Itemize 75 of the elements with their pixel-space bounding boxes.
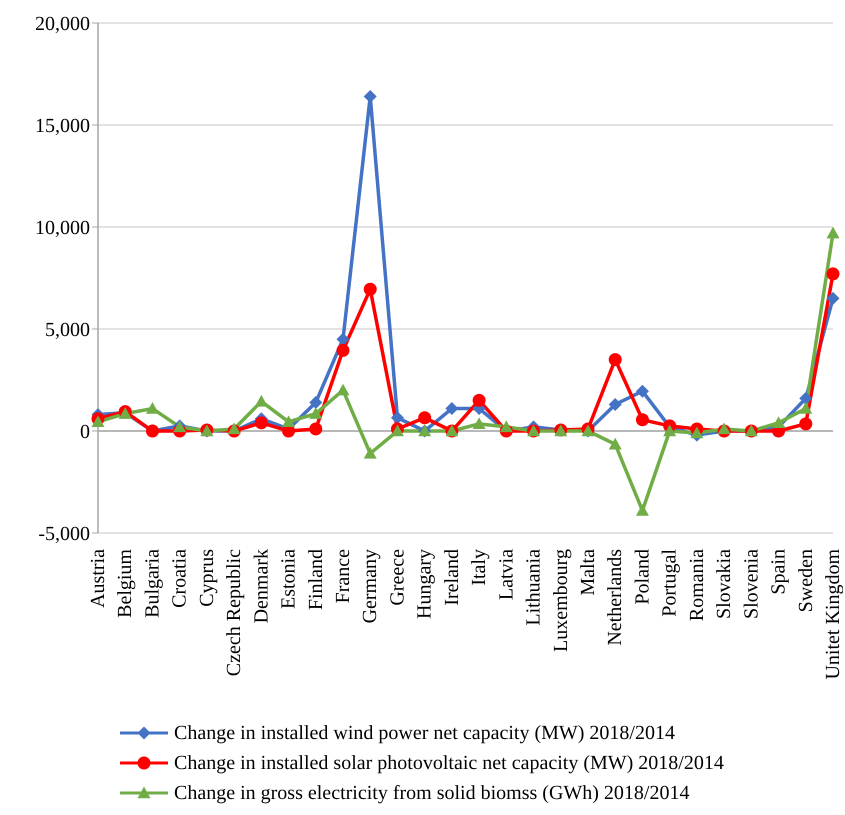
point — [663, 424, 676, 436]
x-tick-label: Sweden — [794, 549, 817, 612]
x-tick-label: Romania — [686, 548, 708, 622]
x-tick-label: Greece — [386, 548, 408, 606]
point — [826, 292, 840, 305]
x-tick-label: Finland — [304, 549, 327, 610]
point — [826, 267, 840, 280]
x-tick-label: Germany — [359, 549, 382, 624]
x-tick-label: Slovakia — [713, 548, 736, 619]
point — [336, 384, 350, 396]
x-tick-label: Cyprus — [196, 548, 218, 607]
x-tick-label: Portugal — [658, 548, 681, 617]
x-tick-label: Latvia — [495, 548, 518, 600]
x-tick-label: Poland — [631, 549, 654, 605]
point — [799, 392, 812, 405]
point — [390, 411, 404, 424]
point — [445, 402, 458, 416]
x-tick-label: Malta — [577, 548, 599, 596]
point — [364, 90, 377, 103]
point — [364, 282, 377, 296]
point — [718, 422, 731, 434]
y-tick-label: 15,000 — [35, 115, 90, 138]
point — [772, 416, 786, 428]
point — [826, 226, 840, 238]
point — [254, 416, 268, 430]
x-tick-label: Luxembourg — [550, 549, 572, 652]
point — [608, 353, 622, 366]
point — [336, 332, 350, 346]
x-tick-label: Ireland — [440, 549, 463, 606]
point — [418, 411, 432, 424]
point — [799, 417, 812, 430]
point — [254, 394, 268, 407]
point — [309, 407, 322, 419]
y-tick-label: -5,000 — [38, 523, 90, 546]
point — [500, 420, 513, 432]
x-tick-label: Netherlands — [604, 548, 626, 646]
point — [309, 422, 322, 436]
x-tick-label: Denmark — [250, 549, 272, 624]
legend-label: Change in gross electricity from solid biomss (GWh) 2018/2014 — [174, 782, 690, 804]
x-tick-label: Croatia — [168, 548, 191, 608]
x-tick-label: Hungary — [414, 549, 436, 619]
point — [336, 344, 350, 357]
y-tick-label: 5,000 — [45, 319, 90, 342]
point — [608, 398, 622, 411]
point — [309, 396, 322, 409]
point — [690, 426, 704, 438]
x-tick-label: Austria — [87, 548, 109, 608]
x-tick-label: Czech Republic — [223, 548, 246, 676]
x-tick-label: Unitet Kingdom — [822, 548, 844, 680]
y-tick-label: 10,000 — [35, 217, 90, 240]
x-tick-label: Estonia — [278, 548, 300, 609]
legend-label: Change in installed solar photovoltaic net capacity (MW) 2018/2014 — [174, 752, 724, 774]
x-tick-label: France — [332, 548, 354, 604]
point — [636, 413, 649, 426]
x-tick-label: Slovenia — [740, 548, 762, 619]
point — [146, 402, 159, 414]
point — [636, 504, 649, 516]
y-tick-label: 20,000 — [35, 13, 90, 36]
point — [228, 422, 241, 434]
x-tick-label: Italy — [468, 549, 490, 586]
x-tick-label: Bulgaria — [141, 548, 164, 618]
x-tick-label: Spain — [768, 549, 790, 595]
y-tick-label: 0 — [80, 421, 90, 444]
point — [364, 446, 377, 459]
point — [636, 384, 649, 398]
point — [799, 402, 812, 414]
point — [390, 424, 404, 436]
point — [472, 394, 486, 407]
point — [608, 438, 622, 450]
point — [92, 415, 104, 428]
point — [282, 415, 296, 428]
x-tick-label: Lithuania — [522, 548, 545, 626]
point — [472, 417, 486, 430]
legend-label: Change in installed wind power net capacity (MW) 2018/2014 — [174, 722, 675, 744]
x-tick-label: Belgium — [114, 548, 136, 618]
